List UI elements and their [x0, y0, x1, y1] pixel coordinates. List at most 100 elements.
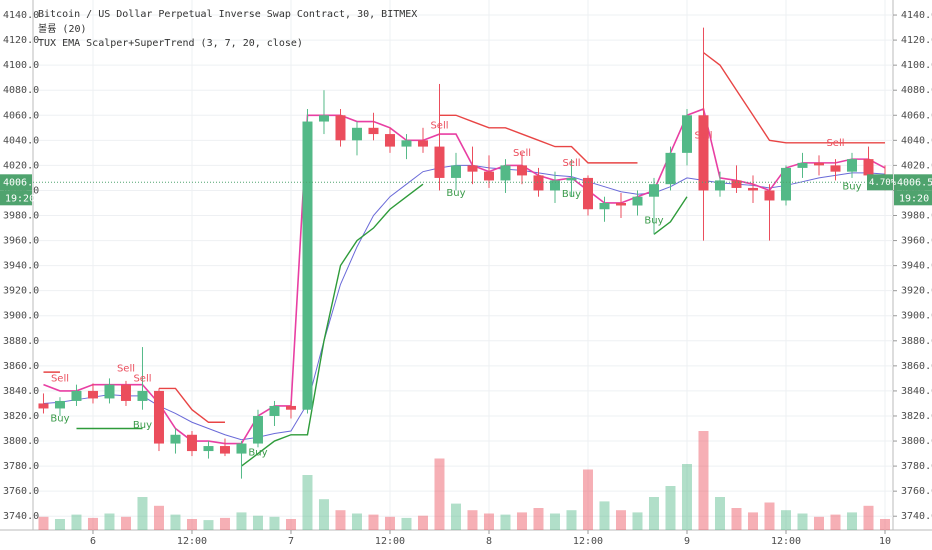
- candle-body: [351, 127, 362, 141]
- y-tick-label-left: 3780.0: [3, 461, 39, 472]
- candle-body: [830, 165, 841, 172]
- candle-body: [318, 115, 329, 122]
- countdown-box-left: [0, 190, 32, 206]
- x-tick-label: 8: [486, 536, 492, 547]
- volume-bar: [450, 503, 461, 530]
- candle-body: [203, 446, 214, 452]
- signal-label: Sell: [562, 158, 580, 169]
- candle-body: [516, 165, 527, 176]
- y-tick-label: 3740.0: [901, 511, 932, 522]
- change-box: [867, 174, 893, 191]
- signal-label: Sell: [694, 130, 712, 141]
- candle-body: [483, 171, 494, 181]
- candle-body: [582, 177, 593, 210]
- candle-body: [38, 403, 49, 409]
- candle-body: [71, 390, 82, 401]
- volume-bar: [219, 517, 230, 530]
- volume-bar: [285, 519, 296, 530]
- supertrend-down-line: [43, 52, 885, 423]
- volume-bar: [731, 508, 742, 530]
- countdown-left: 19:20: [5, 193, 35, 204]
- candle-body: [54, 400, 65, 409]
- y-tick-label-left: 4060.0: [3, 110, 39, 121]
- candle-body: [731, 180, 742, 188]
- y-tick-label: 3820.0: [901, 411, 932, 422]
- chart-title: Bitcoin / US Dollar Perpetual Inverse Sw…: [38, 9, 417, 20]
- y-tick-label: 4060.0: [901, 110, 932, 121]
- volume-bar: [830, 514, 841, 530]
- y-tick-label-left: 4080.0: [3, 85, 39, 96]
- volume-bar: [747, 512, 758, 530]
- volume-bar: [483, 513, 494, 530]
- y-tick-label: 3920.0: [901, 286, 932, 297]
- volume-bar: [87, 517, 98, 530]
- y-tick-label-left: 4120.0: [3, 35, 39, 46]
- candle-body: [153, 390, 164, 444]
- candle-body: [384, 134, 395, 147]
- volume-bar: [54, 519, 65, 530]
- signal-label: Sell: [430, 120, 448, 131]
- countdown-box-right: [894, 190, 932, 206]
- volume-bar: [269, 516, 280, 530]
- y-tick-label: 3760.0: [901, 486, 932, 497]
- candle-body: [566, 177, 577, 181]
- candle-body: [186, 434, 197, 452]
- y-tick-label: 4020.0: [901, 160, 932, 171]
- volume-bar: [764, 502, 775, 530]
- y-tick-label: 4140.0: [901, 10, 932, 21]
- candle-body: [813, 162, 824, 166]
- signals: SellBuySellBuySellBuySellBuySellSellBuyB…: [50, 120, 861, 458]
- volume-bar: [500, 514, 511, 530]
- candle-body: [632, 196, 643, 206]
- signal-label: Buy: [446, 188, 465, 199]
- volume-bar: [599, 501, 610, 530]
- candle-body: [467, 165, 478, 172]
- volume-bar: [335, 510, 346, 530]
- y-tick-label: 4120.0: [901, 35, 932, 46]
- candle-body: [137, 390, 148, 401]
- candle-body: [269, 405, 280, 416]
- signal-label: Sell: [826, 138, 844, 149]
- candle-body: [797, 162, 808, 168]
- candle-body: [615, 202, 626, 206]
- candle-body: [681, 115, 692, 153]
- volume-bar: [137, 497, 148, 530]
- volume-bar: [797, 513, 808, 530]
- volume-bar: [681, 464, 692, 530]
- y-tick-label: 3800.0: [901, 436, 932, 447]
- volume-bar: [384, 516, 395, 530]
- signal-label: Sell: [117, 363, 135, 374]
- y-tick-label: 3860.0: [901, 361, 932, 372]
- y-tick-label: 4080.0: [901, 85, 932, 96]
- y-tick-label: 3840.0: [901, 386, 932, 397]
- volume-label: 볼륨 (20): [38, 23, 87, 35]
- x-tick-label: 9: [684, 536, 690, 547]
- candle-body: [780, 167, 791, 201]
- volume-bar: [351, 513, 362, 530]
- y-tick-label-left: 3820.0: [3, 411, 39, 422]
- candle-body: [450, 165, 461, 178]
- y-tick-label-left: 3920.0: [3, 286, 39, 297]
- volume-bar: [186, 519, 197, 530]
- volume-bar: [104, 513, 115, 530]
- change-label: 4.70%: [869, 178, 897, 188]
- candle-body: [236, 443, 247, 454]
- x-tick-label: 7: [288, 536, 294, 547]
- volume-bar: [714, 497, 725, 530]
- countdown-right: 19:20: [899, 193, 929, 204]
- signal-label: Buy: [562, 189, 581, 200]
- signal-label: Buy: [133, 420, 152, 431]
- y-tick-label: 3940.0: [901, 261, 932, 272]
- signal-label: Sell: [51, 373, 69, 384]
- volume-bar: [566, 510, 577, 530]
- candle-body: [747, 187, 758, 191]
- volume-bar: [203, 520, 214, 530]
- y-tick-label-left: 4020.0: [3, 160, 39, 171]
- signal-label: Sell: [133, 373, 151, 384]
- volume-bar: [153, 505, 164, 530]
- last-price-box-right: [894, 174, 932, 191]
- last-price-label-left: 4006.5: [3, 177, 39, 188]
- signal-label: Buy: [842, 182, 861, 193]
